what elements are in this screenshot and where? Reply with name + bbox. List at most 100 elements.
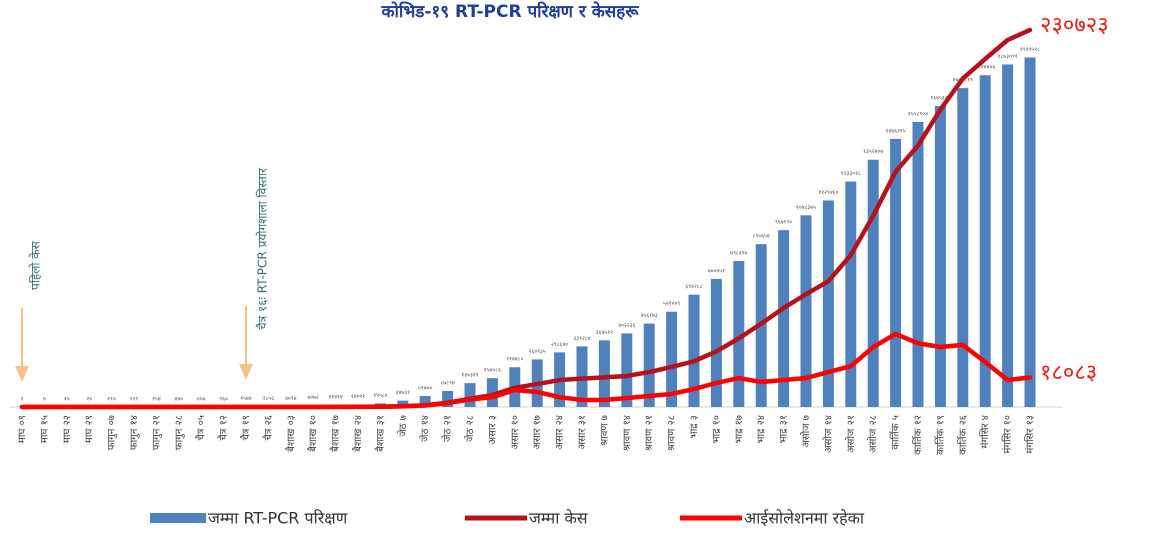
bar <box>867 159 879 407</box>
bar <box>598 340 610 407</box>
x-tick-label: कार्तिक १२ <box>912 415 924 455</box>
x-tick-label: माघ २२ <box>62 415 73 443</box>
value-label: १५७५८६ <box>484 368 501 374</box>
bar <box>890 138 902 407</box>
x-tick-label: चैत्र ०५ <box>195 415 207 440</box>
x-tick-label: असार १० <box>510 415 521 450</box>
x-tick-label: चैत्र १९ <box>240 415 252 440</box>
bar <box>643 323 655 407</box>
value-label: १५५८९०४ <box>908 111 928 117</box>
end-label: १८०८३ <box>1040 360 1097 385</box>
value-label: ३४७३१ <box>396 390 410 396</box>
annotation: पहिलो केस <box>29 240 43 290</box>
bar <box>979 75 991 407</box>
value-label: २८५६ <box>263 396 275 402</box>
bar <box>800 215 812 407</box>
value-label: ५२१००९ <box>663 301 680 307</box>
value-label: १५७४ <box>240 396 252 402</box>
x-tick-label: श्रावण १४ <box>622 415 633 451</box>
x-tick-label: मंगसिर १० <box>1002 415 1014 454</box>
x-tick-label: असार ३१ <box>577 415 588 450</box>
annotation-arrow-head <box>15 366 29 382</box>
value-label: ११९ <box>130 396 139 402</box>
bar <box>419 396 431 407</box>
value-label: १ <box>21 396 24 402</box>
x-tick-label: माघ १५ <box>39 415 50 443</box>
value-label: २६०१३५ <box>529 349 546 355</box>
x-tick-label: बैशाख १७ <box>330 415 342 452</box>
annotation: चैत्र १६ः RT-PCR प्रयोगशाला विस्तार <box>256 167 270 330</box>
x-tick-label: भाद्र २४ <box>756 415 767 444</box>
bar <box>621 333 633 407</box>
x-tick-label: फागुन २८ <box>174 415 185 450</box>
x-tick-label: असोज २८ <box>867 415 879 453</box>
value-label: ३६४५१२ <box>596 330 613 336</box>
value-label: ४५६१७३ <box>641 313 658 319</box>
value-label: ४४० <box>175 396 184 402</box>
value-label: ११४१४ <box>328 394 342 400</box>
x-tick-label: भाद्र ३१ <box>779 415 790 444</box>
value-label: ७००४५१ <box>708 268 725 274</box>
x-tick-label: असोज ७ <box>800 415 812 448</box>
value-label: २१७४८० <box>506 357 523 363</box>
bar <box>733 261 745 407</box>
x-tick-label: भाद्र १० <box>711 415 722 444</box>
value-label: ८९०६५४ <box>753 234 770 240</box>
x-tick-label: बैशाख १० <box>307 415 319 452</box>
x-tick-label: जेठ १४ <box>419 415 431 442</box>
x-tick-label: जेठ ७ <box>397 415 409 437</box>
end-label: २३०७२३ <box>1040 13 1109 38</box>
value-label: ४ <box>43 396 46 402</box>
legend-label: जम्मा केस <box>529 509 589 528</box>
x-tick-label: मंगसिर ४ <box>979 415 991 448</box>
x-tick-label: बैशाख २४ <box>352 415 364 452</box>
bar <box>778 230 790 407</box>
bar <box>486 378 498 407</box>
legend-label: आईसोलेशनमा रहेका <box>744 509 865 528</box>
value-label: ७९८३१७ <box>730 251 747 257</box>
value-label: १८१४४०६ <box>975 65 995 71</box>
x-tick-label: कार्तिक २६ <box>957 415 969 455</box>
x-tick-label: फागुन १४ <box>129 415 140 450</box>
legend-swatch <box>150 513 206 523</box>
line <box>19 331 1033 410</box>
x-tick-label: चैत्र २६ <box>262 415 274 440</box>
x-tick-label: चैत्र १२ <box>218 415 230 440</box>
value-label: २९८६४० <box>551 342 568 348</box>
value-label: ६१४२८८ <box>685 284 702 290</box>
x-tick-label: फागुन ०७ <box>107 415 118 450</box>
x-tick-label: भाद्र १७ <box>734 415 745 444</box>
legend-label: जम्मा RT-PCR परिक्षण <box>208 509 348 528</box>
x-tick-label: जेठ २१ <box>442 415 454 442</box>
value-label: १४०२१ <box>351 394 365 400</box>
x-tick-label: श्रावण २८ <box>667 415 678 451</box>
bar <box>934 106 946 408</box>
x-tick-label: असार १७ <box>532 415 543 450</box>
value-label: १५४ <box>152 396 161 402</box>
bar <box>957 88 969 407</box>
value-label: २० <box>86 396 92 402</box>
value-label: ९६० <box>219 396 228 402</box>
value-label: ११२९४६० <box>818 190 838 196</box>
x-tick-label: श्रावण ७ <box>599 415 610 446</box>
value-label: ७०७२ <box>307 395 319 401</box>
value-label: १३५२४०७ <box>863 149 883 155</box>
bar <box>442 390 454 407</box>
value-label: १२३३०१८ <box>841 171 861 177</box>
value-label: १९५८० <box>373 393 387 399</box>
x-tick-label: बैशाख ३१ <box>374 415 386 452</box>
value-label: १३०३११ <box>461 373 478 379</box>
value-label: ४०२२३६ <box>618 323 635 329</box>
x-tick-label: असोज २१ <box>845 415 857 453</box>
bar <box>666 311 678 407</box>
bar <box>1024 57 1036 407</box>
x-tick-label: श्रावण २१ <box>644 415 655 451</box>
x-tick-label: माघ २९ <box>84 415 95 443</box>
value-label: ८७८९४ <box>440 380 454 386</box>
bar <box>397 400 409 407</box>
chart-title: कोभिड-१९ RT-PCR परिक्षण र केसहरू <box>380 1 639 22</box>
value-label: ५९७०० <box>418 386 432 392</box>
x-tick-label: भाद्र ३ <box>689 415 700 438</box>
x-tick-label: असार २४ <box>555 415 566 450</box>
